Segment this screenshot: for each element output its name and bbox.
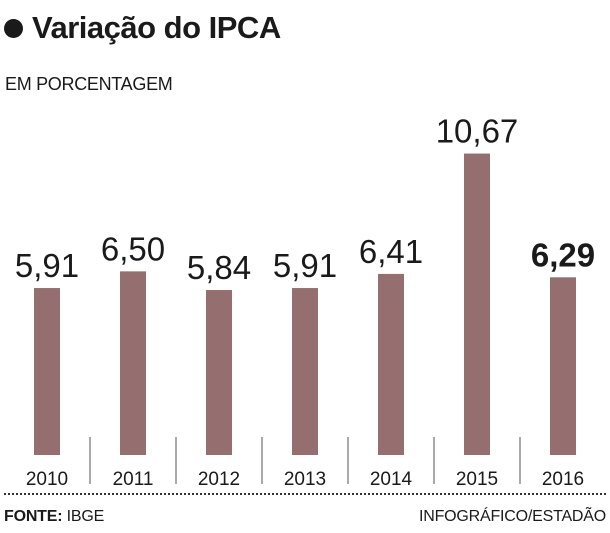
chart-title: Variação do IPCA — [4, 8, 281, 48]
data-label-2016: 6,29 — [531, 236, 595, 273]
source-note: FONTE: IBGE — [4, 508, 104, 526]
bar-2011 — [120, 271, 146, 455]
x-tick-2014: 2014 — [370, 469, 413, 490]
title-text: Variação do IPCA — [32, 10, 281, 45]
x-tick-2012: 2012 — [198, 469, 240, 490]
data-label-2013: 5,91 — [273, 247, 337, 284]
bar-2016 — [550, 277, 576, 455]
bar-2015 — [464, 153, 490, 455]
data-label-2014: 6,41 — [359, 233, 423, 270]
source-value: IBGE — [66, 508, 105, 525]
bullet-icon — [4, 18, 23, 38]
bar-2012 — [206, 290, 232, 455]
data-label-2010: 5,91 — [15, 247, 79, 284]
x-tick-2013: 2013 — [284, 469, 326, 490]
source-label: FONTE: — [4, 508, 63, 525]
bar-2010 — [34, 288, 60, 455]
data-label-2015: 10,67 — [436, 113, 519, 150]
chart-subtitle: EM PORCENTAGEM — [5, 74, 173, 94]
footer-divider — [4, 493, 606, 495]
x-tick-2010: 2010 — [26, 469, 68, 490]
x-tick-2015: 2015 — [456, 469, 498, 490]
data-label-2012: 5,84 — [187, 249, 251, 286]
x-tick-2011: 2011 — [113, 469, 154, 490]
credit-note: INFOGRÁFICO/ESTADÃO — [418, 508, 606, 525]
x-tick-2016: 2016 — [542, 469, 584, 490]
bar-2014 — [378, 273, 404, 455]
data-label-2011: 6,50 — [101, 230, 165, 267]
bar-2013 — [292, 288, 318, 455]
